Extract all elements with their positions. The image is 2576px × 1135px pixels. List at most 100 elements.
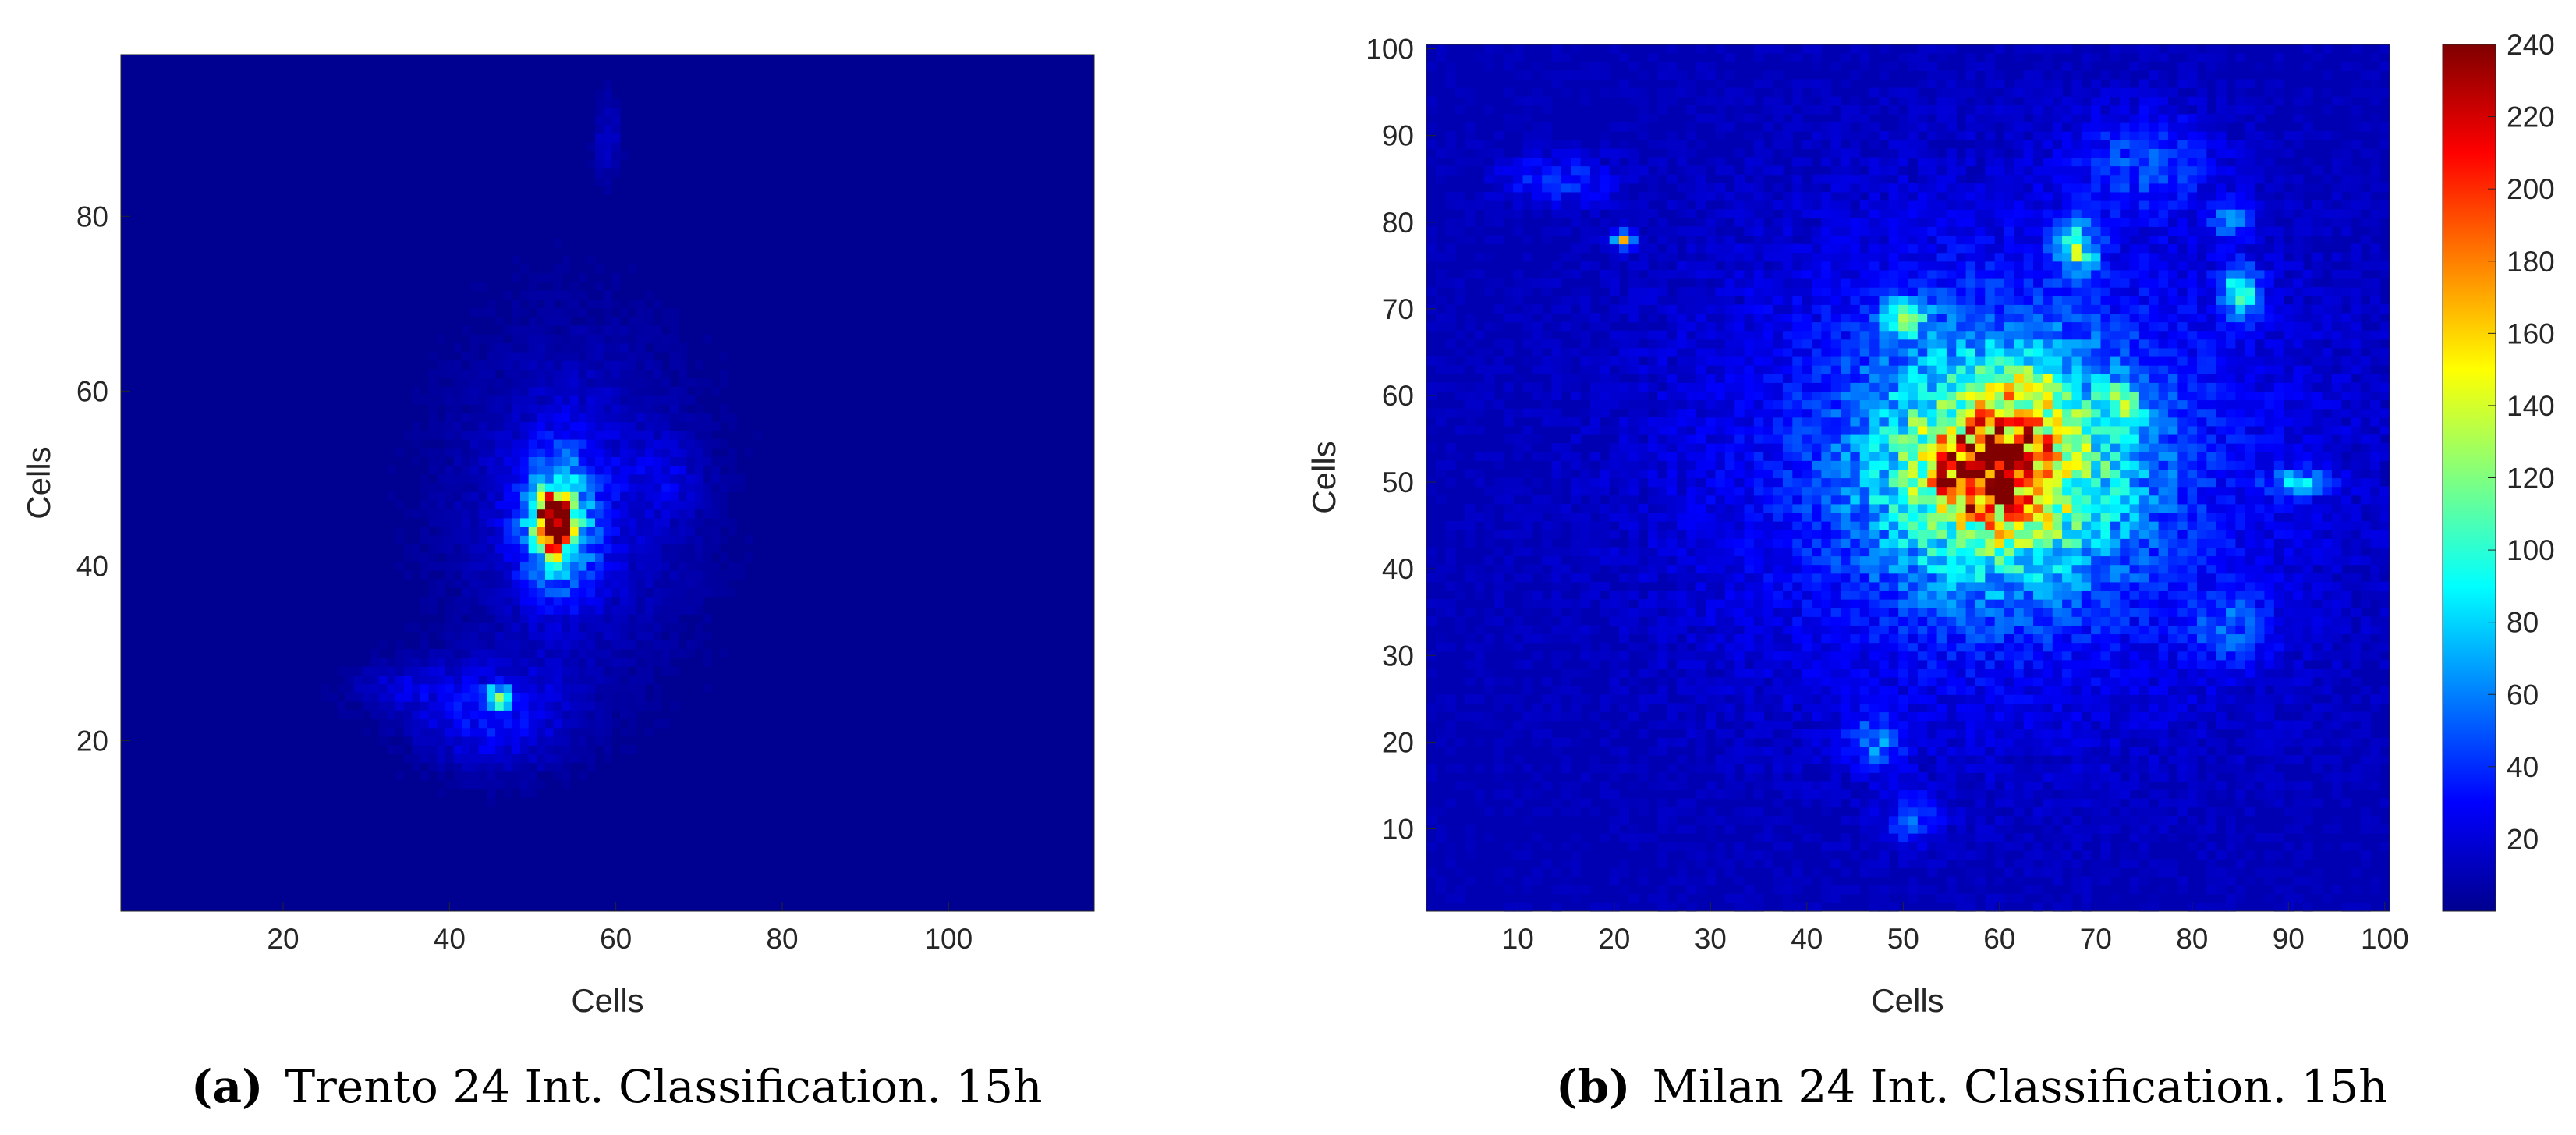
heatmap-cell <box>412 421 421 431</box>
heatmap-cell <box>2023 530 2034 539</box>
heatmap-cell <box>1869 781 1880 791</box>
heatmap-cell <box>620 710 629 720</box>
heatmap-cell <box>2091 729 2102 739</box>
heatmap-cell <box>2341 746 2352 756</box>
heatmap-cell <box>678 579 687 589</box>
heatmap-cell <box>595 483 604 492</box>
heatmap-cell <box>578 421 587 431</box>
heatmap-cell <box>2052 547 2063 557</box>
heatmap-cell <box>553 614 562 623</box>
heatmap-cell <box>1744 625 1755 635</box>
heatmap-cell <box>1648 599 1658 608</box>
heatmap-cell <box>453 509 462 519</box>
heatmap-cell <box>611 675 621 685</box>
heatmap-cell <box>1484 677 1495 686</box>
heatmap-cell <box>1975 547 1986 557</box>
heatmap-cell <box>661 500 671 510</box>
heatmap-cell <box>453 762 462 772</box>
heatmap-cell <box>412 622 421 633</box>
heatmap-cell <box>1869 538 1880 548</box>
heatmap-cell <box>2071 746 2082 756</box>
heatmap-cell <box>545 754 555 764</box>
heatmap-cell <box>1638 547 1649 557</box>
heatmap-cell <box>2014 642 2025 652</box>
heatmap-cell <box>670 648 679 658</box>
heatmap-cell <box>2293 824 2304 834</box>
heatmap-cell <box>2331 815 2342 825</box>
heatmap-cell <box>2100 581 2111 591</box>
heatmap-cell <box>1841 885 1851 895</box>
heatmap-cell <box>1821 876 1832 886</box>
heatmap-cell <box>1908 893 1919 903</box>
heatmap-cell <box>2004 590 2014 600</box>
heatmap-cell <box>2187 599 2198 608</box>
heatmap-cell <box>470 483 480 492</box>
heatmap-cell <box>1706 686 1717 695</box>
heatmap-cell <box>462 413 471 423</box>
heatmap-cell <box>586 360 596 370</box>
heatmap-cell <box>1792 772 1803 782</box>
heatmap-cell <box>1561 599 1571 608</box>
heatmap-cell <box>2255 573 2266 583</box>
heatmap-cell <box>2379 824 2390 834</box>
heatmap-cell <box>1648 573 1658 583</box>
heatmap-cell <box>1734 755 1745 764</box>
heatmap-cell <box>2255 642 2266 652</box>
heatmap-cell <box>1802 824 1812 834</box>
heatmap-cell <box>403 509 413 519</box>
heatmap-cell <box>661 334 671 344</box>
heatmap-cell <box>2158 789 2169 800</box>
heatmap-cell <box>2187 737 2198 747</box>
heatmap-cell <box>578 438 587 449</box>
heatmap-cell <box>578 474 587 484</box>
heatmap-cell <box>1850 677 1861 686</box>
heatmap-cell <box>636 701 646 711</box>
heatmap-cell <box>2091 530 2102 539</box>
heatmap-cell <box>661 317 671 326</box>
heatmap-cell <box>503 745 512 754</box>
heatmap-cell <box>678 438 687 449</box>
heatmap-cell <box>703 465 712 475</box>
heatmap-cell <box>2052 755 2063 764</box>
heatmap-cell <box>437 561 446 571</box>
heatmap-cell <box>653 631 662 641</box>
heatmap-cell <box>611 640 621 650</box>
heatmap-cell <box>711 535 721 545</box>
heatmap-cell <box>703 509 712 519</box>
heatmap-cell <box>2264 711 2275 722</box>
heatmap-cell <box>2245 633 2255 644</box>
heatmap-cell <box>2293 729 2304 739</box>
heatmap-cell <box>2331 694 2342 704</box>
heatmap-cell <box>636 491 646 501</box>
heatmap-cell <box>1850 573 1861 583</box>
heatmap-cell <box>1917 599 1928 608</box>
heatmap-cell <box>2293 677 2304 686</box>
heatmap-cell <box>720 570 729 580</box>
heatmap-cell <box>495 342 505 353</box>
heatmap-cell <box>503 491 512 501</box>
heatmap-cell <box>2033 807 2043 817</box>
heatmap-cell <box>512 360 521 370</box>
heatmap-cell <box>512 692 521 702</box>
heatmap-cell <box>2052 781 2063 791</box>
heatmap-cell <box>1821 668 1832 678</box>
heatmap-cell <box>603 517 612 527</box>
heatmap-cell <box>1965 764 1976 773</box>
heatmap-cell <box>2216 599 2227 608</box>
heatmap-cell <box>611 622 621 633</box>
heatmap-cell <box>437 648 446 658</box>
heatmap-cell <box>2370 573 2381 583</box>
heatmap-cell <box>661 587 671 598</box>
heatmap-cell <box>720 474 729 484</box>
heatmap-cell <box>2052 668 2063 678</box>
heatmap-cell <box>1879 564 1890 574</box>
heatmap-cell <box>2091 538 2102 548</box>
heatmap-cell <box>428 718 438 729</box>
heatmap-cell <box>2081 547 2092 557</box>
heatmap-cell <box>1956 746 1967 756</box>
heatmap-cell <box>1869 720 1880 730</box>
heatmap-cell <box>1677 859 1688 869</box>
heatmap-cell <box>562 448 571 457</box>
heatmap-cell <box>586 587 596 598</box>
heatmap-cell <box>628 438 637 449</box>
